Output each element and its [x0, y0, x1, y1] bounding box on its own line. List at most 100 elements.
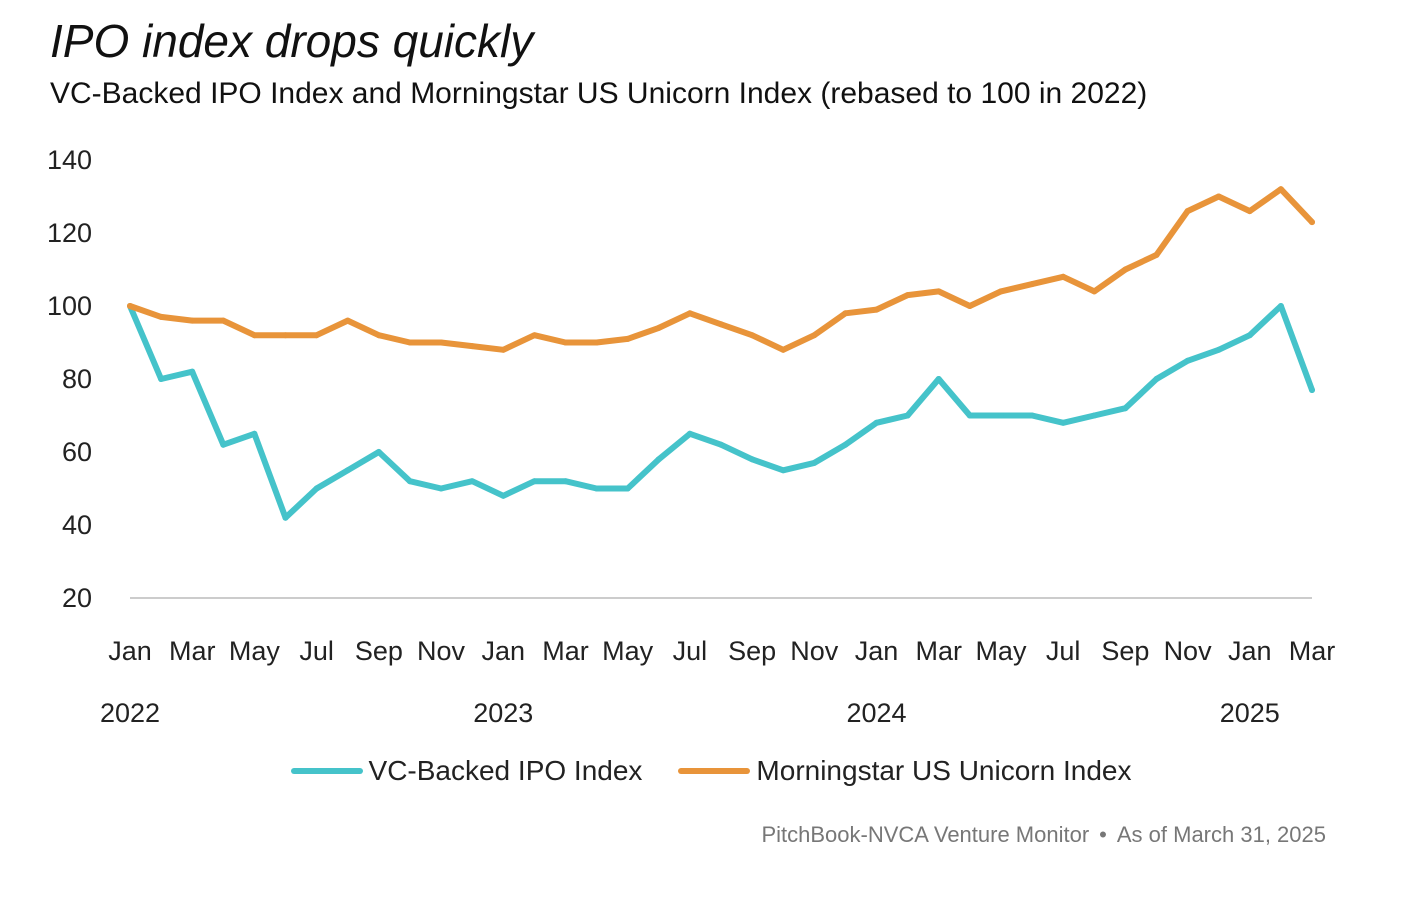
data-point — [749, 332, 756, 339]
chart-subtitle: VC-Backed IPO Index and Morningstar US U… — [50, 77, 1148, 110]
year-label: 2025 — [1220, 698, 1280, 728]
x-tick-label: Mar — [542, 636, 589, 666]
legend-swatch-vc-ipo — [290, 768, 363, 774]
data-point — [1091, 288, 1098, 295]
data-point — [189, 317, 196, 324]
data-point — [1153, 251, 1160, 258]
data-point — [1309, 219, 1315, 226]
data-point — [531, 478, 538, 485]
x-tick-label: Nov — [417, 636, 466, 666]
y-tick-label: 60 — [62, 437, 92, 467]
x-tick-label: Sep — [1101, 636, 1149, 666]
legend-item-unicorn: Morningstar US Unicorn Index — [678, 755, 1131, 787]
legend-swatch-unicorn — [678, 768, 751, 774]
data-point — [251, 332, 258, 339]
data-point — [1277, 303, 1284, 309]
data-point — [1246, 332, 1253, 339]
year-label: 2024 — [846, 698, 906, 728]
data-point — [1122, 405, 1129, 412]
data-point — [1091, 412, 1098, 419]
data-point — [1122, 266, 1129, 273]
data-point — [811, 459, 818, 466]
data-point — [189, 368, 196, 375]
data-point — [127, 303, 133, 309]
data-point — [469, 478, 476, 485]
data-point — [593, 485, 600, 492]
source-date: As of March 31, 2025 — [1116, 822, 1326, 847]
y-tick-label: 120 — [47, 218, 92, 248]
x-tick-label: Mar — [915, 636, 962, 666]
x-tick-label: Jan — [481, 636, 525, 666]
data-point — [282, 514, 289, 521]
data-point — [749, 456, 756, 463]
data-point — [562, 339, 569, 346]
legend: VC-Backed IPO Index Morningstar US Unico… — [0, 755, 1422, 787]
y-tick-label: 80 — [62, 364, 92, 394]
line-chart: 20 40 60 80 100 120 140 Jan Mar May Jul Sep Nov Jan M… — [47, 145, 1336, 728]
data-point — [406, 339, 413, 346]
data-point — [1215, 193, 1222, 200]
data-point — [842, 441, 849, 448]
source-separator: • — [1099, 822, 1107, 847]
data-point — [344, 317, 351, 324]
data-point — [811, 332, 818, 339]
year-label: 2022 — [100, 698, 160, 728]
data-point — [375, 449, 382, 455]
data-point — [904, 292, 911, 299]
data-point — [1277, 186, 1284, 193]
data-point — [220, 317, 227, 324]
data-point — [593, 339, 600, 346]
data-point — [344, 467, 351, 474]
data-point — [500, 492, 507, 499]
data-point — [966, 303, 973, 309]
data-point — [842, 310, 849, 317]
y-tick-label: 140 — [47, 145, 92, 175]
data-point — [997, 412, 1004, 419]
data-point — [718, 441, 724, 448]
x-tick-label: Sep — [355, 636, 403, 666]
data-point — [1029, 281, 1036, 288]
x-tick-label: Jan — [855, 636, 899, 666]
data-point — [375, 332, 382, 339]
data-point — [655, 324, 662, 331]
data-point — [282, 332, 289, 339]
data-point — [406, 478, 413, 485]
chart-title: IPO index drops quickly — [50, 15, 534, 67]
data-point — [624, 335, 631, 342]
data-point — [1215, 346, 1222, 353]
x-tick-label: Jul — [673, 636, 708, 666]
data-point — [780, 467, 787, 474]
data-point — [655, 456, 662, 463]
data-point — [158, 376, 165, 382]
data-point — [1246, 208, 1253, 215]
data-point — [780, 346, 787, 353]
x-tick-label: May — [229, 636, 281, 666]
x-tick-label: Jul — [1046, 636, 1081, 666]
data-point — [438, 339, 445, 346]
data-point — [1060, 419, 1067, 426]
x-tick-label: Jan — [108, 636, 152, 666]
x-tick-label: Mar — [1289, 636, 1336, 666]
data-point — [220, 441, 227, 448]
data-point — [313, 485, 320, 492]
y-tick-label: 40 — [62, 510, 92, 540]
x-tick-label: Mar — [169, 636, 216, 666]
legend-label-vc-ipo: VC-Backed IPO Index — [368, 755, 643, 786]
data-point — [438, 485, 445, 492]
y-tick-label: 20 — [62, 583, 92, 613]
data-point — [469, 343, 476, 350]
data-point — [1184, 357, 1191, 364]
data-point — [1029, 412, 1036, 419]
data-point — [313, 332, 320, 339]
data-point — [158, 313, 165, 320]
data-point — [686, 430, 693, 437]
data-point — [1060, 273, 1067, 280]
legend-label-unicorn: Morningstar US Unicorn Index — [756, 755, 1132, 786]
x-tick-label: Jan — [1228, 636, 1272, 666]
x-tick-label: Nov — [1164, 636, 1213, 666]
x-tick-label: Nov — [790, 636, 839, 666]
x-tick-label: Sep — [728, 636, 776, 666]
data-point — [935, 376, 942, 382]
data-point — [251, 430, 258, 437]
x-axis: Jan Mar May Jul Sep Nov Jan Mar May Jul Sep Nov Jan M… — [100, 597, 1336, 728]
